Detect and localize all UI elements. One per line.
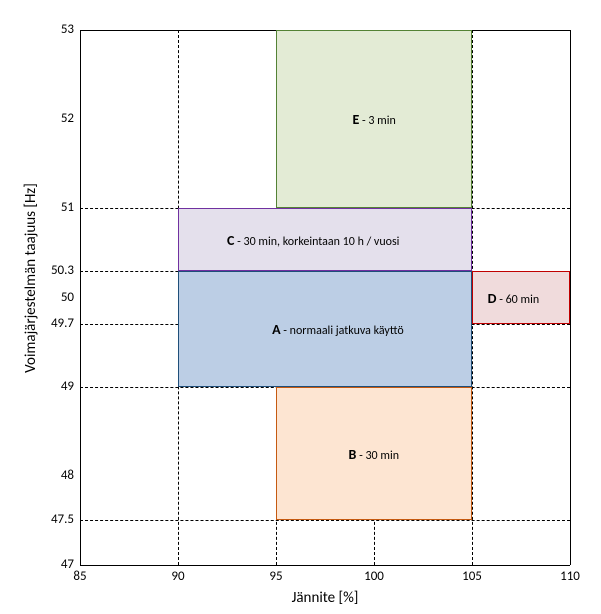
y-tick-label: 48 — [32, 468, 74, 483]
region-A-letter: A — [272, 321, 280, 338]
y-tick-label: 52 — [32, 111, 74, 126]
y-tick-label: 47.5 — [32, 512, 74, 527]
x-tick-label: 95 — [256, 569, 296, 584]
region-C-text: - 30 min, korkeintaan 10 h / vuosi — [234, 235, 399, 249]
region-E-label: E - 3 min — [352, 111, 395, 128]
x-tick-label: 105 — [452, 569, 492, 584]
y-tick-label: 47 — [32, 557, 74, 572]
region-A-text: - normaali jatkuva käyttö — [281, 324, 404, 338]
x-tick-label: 100 — [354, 569, 394, 584]
x-axis-title: Jännite [%] — [80, 589, 570, 607]
region-D-label: D - 60 min — [488, 290, 539, 307]
grid-h — [80, 520, 570, 521]
region-D-text: - 60 min — [497, 293, 540, 307]
right-border — [570, 30, 571, 565]
region-B-text: - 30 min — [356, 449, 399, 463]
region-B-label: B - 30 min — [349, 446, 399, 463]
x-tick-label: 110 — [550, 569, 590, 584]
y-axis-line — [80, 30, 81, 565]
region-D-letter: D — [488, 290, 497, 307]
region-C-label: C - 30 min, korkeintaan 10 h / vuosi — [227, 232, 399, 249]
region-E-text: - 3 min — [359, 114, 396, 128]
x-axis-line — [80, 565, 570, 566]
x-tick-label: 90 — [158, 569, 198, 584]
y-axis-title: Voimajärjestelmän taajuus [Hz] — [22, 148, 40, 408]
y-tick-label: 53 — [32, 22, 74, 37]
region-A-label: A - normaali jatkuva käyttö — [272, 321, 404, 338]
